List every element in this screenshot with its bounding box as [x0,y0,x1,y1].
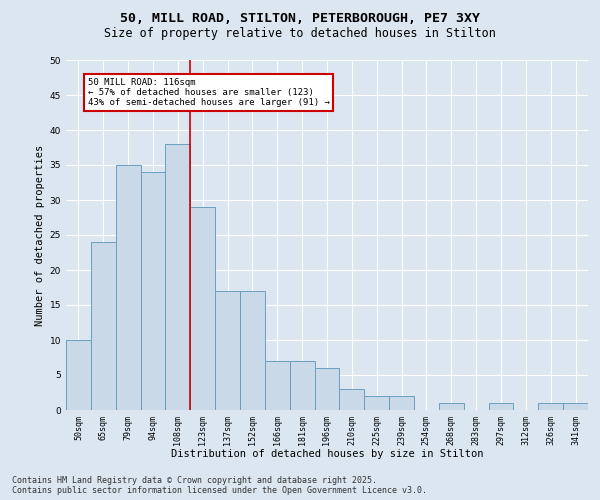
Bar [265,361,290,410]
Bar [290,361,314,410]
X-axis label: Distribution of detached houses by size in Stilton: Distribution of detached houses by size … [171,449,483,459]
Text: Contains HM Land Registry data © Crown copyright and database right 2025.
Contai: Contains HM Land Registry data © Crown c… [12,476,427,495]
Text: Size of property relative to detached houses in Stilton: Size of property relative to detached ho… [104,28,496,40]
Bar [340,389,364,410]
Bar [389,396,414,410]
Y-axis label: Number of detached properties: Number of detached properties [35,144,46,326]
Bar [240,291,265,410]
Bar [140,172,166,410]
Bar [563,403,588,410]
Bar [116,165,140,410]
Bar [538,403,563,410]
Bar [91,242,116,410]
Bar [66,340,91,410]
Bar [488,403,514,410]
Bar [439,403,464,410]
Text: 50, MILL ROAD, STILTON, PETERBOROUGH, PE7 3XY: 50, MILL ROAD, STILTON, PETERBOROUGH, PE… [120,12,480,26]
Bar [215,291,240,410]
Bar [314,368,340,410]
Bar [364,396,389,410]
Bar [190,207,215,410]
Bar [166,144,190,410]
Text: 50 MILL ROAD: 116sqm
← 57% of detached houses are smaller (123)
43% of semi-deta: 50 MILL ROAD: 116sqm ← 57% of detached h… [88,78,330,108]
